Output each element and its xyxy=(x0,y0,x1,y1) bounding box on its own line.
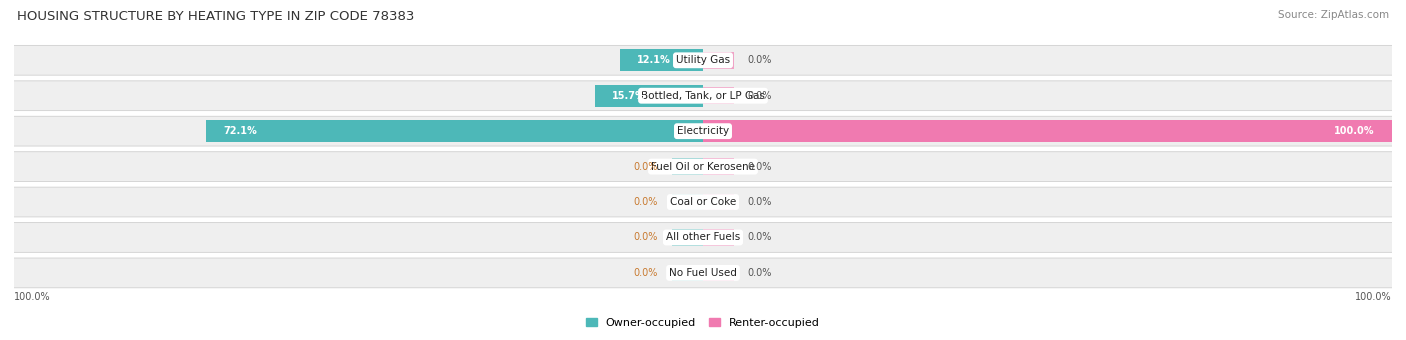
Text: 15.7%: 15.7% xyxy=(612,91,645,101)
FancyBboxPatch shape xyxy=(4,152,1402,182)
Text: 0.0%: 0.0% xyxy=(748,268,772,278)
Bar xyxy=(703,120,1392,142)
Bar xyxy=(703,52,734,69)
Text: 12.1%: 12.1% xyxy=(637,55,671,65)
Text: Source: ZipAtlas.com: Source: ZipAtlas.com xyxy=(1278,10,1389,20)
Text: Electricity: Electricity xyxy=(676,126,730,136)
Text: 0.0%: 0.0% xyxy=(748,55,772,65)
Text: 100.0%: 100.0% xyxy=(14,292,51,302)
Text: No Fuel Used: No Fuel Used xyxy=(669,268,737,278)
Text: 0.0%: 0.0% xyxy=(748,91,772,101)
Bar xyxy=(703,87,734,104)
FancyBboxPatch shape xyxy=(4,223,1402,252)
Bar xyxy=(672,194,703,210)
Text: 100.0%: 100.0% xyxy=(1334,126,1375,136)
Bar xyxy=(672,158,703,175)
Bar xyxy=(595,85,703,107)
Text: HOUSING STRUCTURE BY HEATING TYPE IN ZIP CODE 78383: HOUSING STRUCTURE BY HEATING TYPE IN ZIP… xyxy=(17,10,415,23)
Legend: Owner-occupied, Renter-occupied: Owner-occupied, Renter-occupied xyxy=(581,313,825,332)
Text: 0.0%: 0.0% xyxy=(634,233,658,242)
Text: 0.0%: 0.0% xyxy=(634,162,658,172)
Text: 0.0%: 0.0% xyxy=(748,197,772,207)
Text: 0.0%: 0.0% xyxy=(634,268,658,278)
Bar xyxy=(620,49,703,71)
Bar xyxy=(703,158,734,175)
FancyBboxPatch shape xyxy=(4,46,1402,75)
Text: 0.0%: 0.0% xyxy=(748,233,772,242)
Bar xyxy=(672,229,703,246)
Text: All other Fuels: All other Fuels xyxy=(666,233,740,242)
Bar xyxy=(703,229,734,246)
Bar xyxy=(703,194,734,210)
Text: Bottled, Tank, or LP Gas: Bottled, Tank, or LP Gas xyxy=(641,91,765,101)
Text: Utility Gas: Utility Gas xyxy=(676,55,730,65)
Text: 72.1%: 72.1% xyxy=(224,126,257,136)
Bar xyxy=(672,265,703,281)
Text: 0.0%: 0.0% xyxy=(634,197,658,207)
FancyBboxPatch shape xyxy=(4,258,1402,288)
Text: 100.0%: 100.0% xyxy=(1355,292,1392,302)
FancyBboxPatch shape xyxy=(4,187,1402,217)
Text: Fuel Oil or Kerosene: Fuel Oil or Kerosene xyxy=(651,162,755,172)
FancyBboxPatch shape xyxy=(4,81,1402,111)
FancyBboxPatch shape xyxy=(4,116,1402,146)
Bar xyxy=(703,265,734,281)
Text: 0.0%: 0.0% xyxy=(748,162,772,172)
Text: Coal or Coke: Coal or Coke xyxy=(669,197,737,207)
Bar xyxy=(207,120,703,142)
